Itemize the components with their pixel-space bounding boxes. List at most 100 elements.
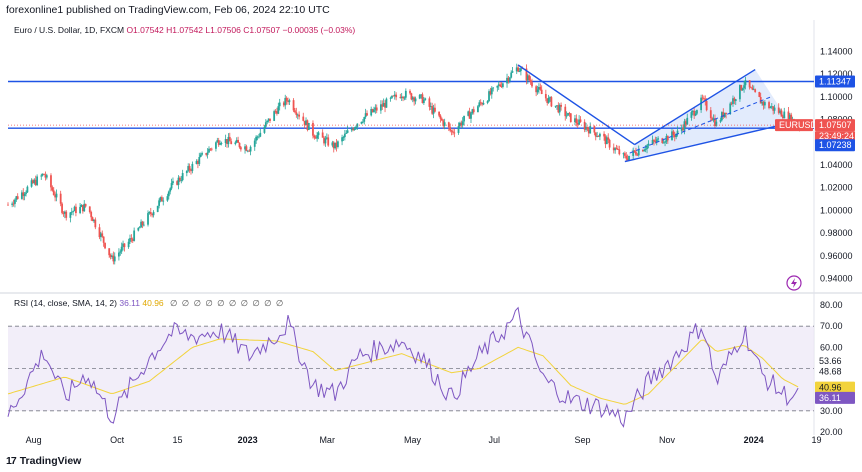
candle-body: [108, 248, 111, 256]
price-axis-tick-label: 0.98000: [820, 228, 853, 238]
candle-body: [556, 105, 558, 107]
candle-body: [104, 242, 106, 249]
rsi-line: [7, 306, 799, 428]
candle-body: [690, 112, 693, 118]
candle-body: [370, 109, 373, 116]
candle-body: [763, 102, 766, 106]
candle-body: [657, 138, 660, 140]
candle-body: [230, 141, 233, 145]
candle-body: [237, 139, 240, 143]
candle-body: [452, 131, 454, 133]
candle-body: [529, 80, 532, 83]
candle-body: [129, 238, 131, 242]
candle-body: [723, 112, 726, 118]
candle-body: [459, 122, 461, 127]
tradingview-footer[interactable]: 17 TradingView: [6, 455, 81, 467]
candle-body: [169, 188, 172, 192]
candle-body: [276, 111, 278, 114]
candle-body: [303, 120, 306, 126]
symbol-tag-label-bg: [775, 119, 813, 132]
candle-body: [467, 111, 470, 116]
candle-body: [507, 77, 510, 82]
candle-body: [215, 142, 217, 149]
rsi-value-label: 36.11: [819, 393, 841, 403]
candle-body: [80, 204, 83, 207]
candle-body: [51, 187, 54, 191]
candle-body: [539, 86, 542, 90]
candle-body: [267, 118, 270, 121]
candle-body: [576, 123, 579, 125]
candle-body: [177, 177, 180, 185]
candle-body: [61, 203, 63, 213]
candle-body: [316, 135, 319, 139]
candle-body: [69, 212, 72, 218]
candle-body: [714, 118, 716, 127]
candle-body: [381, 104, 384, 107]
candle-body: [579, 119, 582, 122]
candle-body: [596, 136, 599, 137]
candle-body: [400, 96, 403, 98]
candle-body: [7, 204, 9, 206]
candle-body: [661, 138, 664, 143]
candle-body: [662, 142, 665, 144]
candle-body: [312, 122, 314, 136]
rsi-legend: RSI (14, close, SMA, 14, 2) 36.11 40.96 …: [14, 298, 284, 309]
candle-body: [12, 203, 15, 205]
candle-body: [302, 116, 305, 121]
publisher-header: forexonline1 published on TradingView.co…: [6, 4, 330, 16]
candle-body: [296, 114, 299, 116]
candle-body: [332, 142, 335, 149]
symbol-tag-label: EURUSD: [779, 120, 818, 130]
candle-body: [389, 97, 392, 99]
candle-body: [515, 67, 518, 72]
candle-body: [346, 130, 349, 133]
candle-body: [133, 230, 136, 241]
x-axis-tick-label: May: [404, 435, 422, 445]
candle-body: [460, 122, 463, 126]
candle-body: [617, 149, 619, 150]
candle-body: [607, 137, 610, 140]
candle-body: [772, 106, 775, 111]
rsi-mid-label: 48.68: [819, 366, 842, 376]
candle-body: [123, 243, 126, 248]
candle-body: [327, 137, 330, 146]
candle-body: [83, 203, 86, 212]
candle-body: [680, 127, 683, 131]
candle-body: [780, 110, 783, 117]
candle-body: [352, 128, 355, 131]
candle-body: [185, 170, 188, 174]
hidden-plots-icons[interactable]: ∅ ∅ ∅ ∅ ∅ ∅ ∅ ∅ ∅ ∅: [170, 298, 285, 308]
candle-body: [288, 100, 291, 103]
candle-body: [518, 71, 521, 72]
candle-body: [682, 127, 684, 131]
candle-body: [525, 68, 528, 81]
brand-label: TradingView: [19, 455, 82, 467]
candle-body: [337, 141, 339, 147]
x-axis-tick-label: Mar: [319, 435, 335, 445]
x-axis-tick-label: 2023: [238, 435, 258, 445]
candle-body: [258, 136, 260, 138]
candle-body: [637, 149, 640, 156]
candle-body: [508, 77, 511, 82]
candle-body: [219, 143, 221, 145]
candle-body: [693, 110, 696, 116]
candle-body: [234, 142, 237, 145]
candle-body: [15, 196, 18, 200]
level-top-label: 1.11347: [819, 77, 851, 87]
candle-body: [109, 255, 112, 257]
candle-body: [536, 89, 539, 93]
candle-body: [195, 161, 198, 164]
candle-body: [554, 105, 557, 107]
candle-body: [14, 199, 16, 204]
candle-body: [65, 211, 68, 218]
candle-body: [604, 136, 607, 145]
candle-body: [477, 106, 479, 113]
flash-icon-bolt: [791, 278, 797, 288]
candle-body: [712, 118, 715, 121]
candle-body: [683, 121, 686, 131]
candle-body: [439, 115, 442, 119]
candle-body: [306, 120, 309, 130]
rsi-axis-tick-label: 20.00: [820, 427, 843, 437]
candle-body: [748, 80, 751, 88]
